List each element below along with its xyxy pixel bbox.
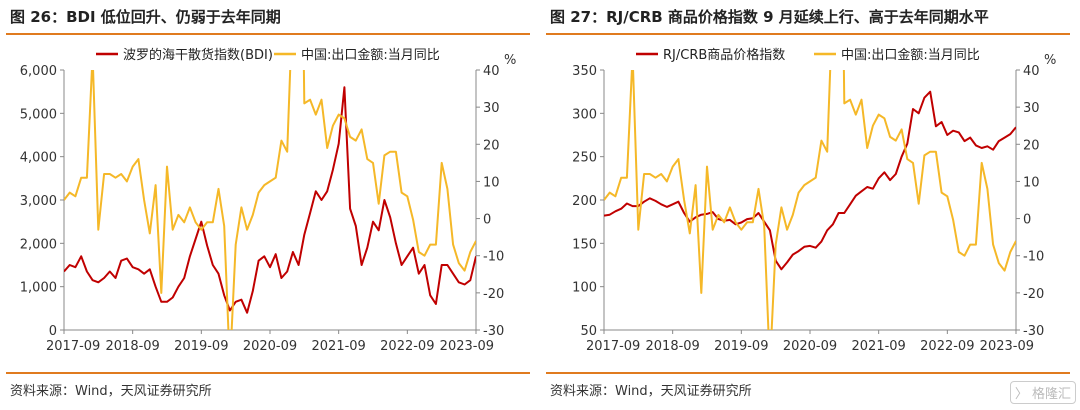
x-tick-label: 2019-09: [714, 339, 768, 354]
y-right-tick-label: 10: [1023, 175, 1040, 190]
y-right-tick-label: 10: [483, 175, 500, 190]
export-yoy-series-line: [604, 70, 1016, 330]
y-left-tick-label: 0: [49, 324, 57, 339]
y-right-tick-label: 0: [1023, 213, 1031, 228]
y-right-tick-label: 20: [483, 138, 500, 153]
y-right-tick-label: 0: [483, 213, 491, 228]
y-right-tick-label: 20: [1023, 138, 1040, 153]
x-tick-label: 2020-09: [243, 339, 297, 354]
y-right-tick-label: -10: [483, 250, 504, 265]
y-left-tick-label: 2,000: [20, 237, 57, 252]
y-right-tick-label: -20: [1023, 287, 1044, 302]
crb-line-chart: 50 100 150 200 250 300 350 -30 -20 -10 0 10 20 30 40% 2…: [572, 47, 1056, 354]
y-left-tick-label: 100: [572, 281, 597, 296]
x-tick-label: 2020-09: [783, 339, 837, 354]
x-tick-label: 2019-09: [174, 339, 228, 354]
watermark-logo: 〉 格隆汇: [1009, 381, 1076, 404]
y-left-tick-label: 5,000: [20, 107, 57, 122]
title-rule: [546, 33, 1070, 35]
legend-label: RJ/CRB商品价格指数: [663, 47, 785, 63]
y-right-tick-label: -30: [1023, 324, 1044, 339]
y-right-tick-label: -30: [483, 324, 504, 339]
legend-label: 中国:出口金额:当月同比: [841, 47, 980, 63]
primary-series-line: [604, 90, 1016, 271]
primary-series-line: [64, 86, 476, 314]
y-right-unit: %: [504, 53, 516, 68]
x-tick-label: 2021-09: [312, 339, 366, 354]
legend-label: 中国:出口金额:当月同比: [301, 47, 440, 63]
y-right-tick-label: 30: [483, 101, 500, 116]
y-left-tick-label: 150: [572, 237, 597, 252]
x-tick-label: 2022-09: [920, 339, 974, 354]
x-tick-label: 2021-09: [852, 339, 906, 354]
crb-chart-panel: 图 27：RJ/CRB 商品价格指数 9 月延续上行、高于去年同期水平 50 10…: [546, 0, 1076, 410]
y-right-tick-label: 30: [1023, 101, 1040, 116]
x-tick-label: 2017-09: [586, 339, 640, 354]
y-right-tick-label: -10: [1023, 250, 1044, 265]
source-rule: [6, 372, 530, 374]
x-tick-label: 2017-09: [46, 339, 100, 354]
watermark-text: 格隆汇: [1031, 387, 1071, 402]
series-group: [604, 70, 1016, 330]
title-rule: [6, 33, 530, 35]
x-tick-label: 2022-09: [380, 339, 434, 354]
y-left-tick-label: 300: [572, 107, 597, 122]
export-yoy-series-line: [64, 70, 476, 330]
x-tick-label: 2018-09: [646, 339, 700, 354]
y-right-tick-label: 40: [483, 64, 500, 79]
x-tick-label: 2023-09: [440, 339, 494, 354]
x-tick-label: 2018-09: [106, 339, 160, 354]
y-right-tick-label: -20: [483, 287, 504, 302]
chart-title: 图 26：BDI 低位回升、仍弱于去年同期: [10, 8, 281, 26]
y-right-unit: %: [1044, 53, 1056, 68]
y-left-tick-label: 350: [572, 64, 597, 79]
source-rule: [546, 372, 1070, 374]
y-left-tick-label: 200: [572, 194, 597, 209]
legend-label: 波罗的海干散货指数(BDI): [123, 47, 273, 63]
series-group: [64, 70, 476, 330]
bdi-chart-panel: 图 26：BDI 低位回升、仍弱于去年同期 0 1,000 2,000 3,000 4,…: [6, 0, 536, 410]
x-tick-label: 2023-09: [980, 339, 1034, 354]
y-left-tick-label: 1,000: [20, 281, 57, 296]
y-left-tick-label: 3,000: [20, 194, 57, 209]
y-left-tick-label: 4,000: [20, 151, 57, 166]
y-left-tick-label: 250: [572, 151, 597, 166]
source-note: 资料来源：Wind，天风证券研究所: [10, 384, 212, 399]
y-left-tick-label: 6,000: [20, 64, 57, 79]
y-right-tick-label: 40: [1023, 64, 1040, 79]
chart-title: 图 27：RJ/CRB 商品价格指数 9 月延续上行、高于去年同期水平: [550, 8, 989, 26]
y-left-tick-label: 50: [580, 324, 597, 339]
bdi-line-chart: 0 1,000 2,000 3,000 4,000 5,000 6,000 -30 -20 -10…: [20, 47, 517, 354]
source-note: 资料来源：Wind，天风证券研究所: [550, 384, 752, 399]
